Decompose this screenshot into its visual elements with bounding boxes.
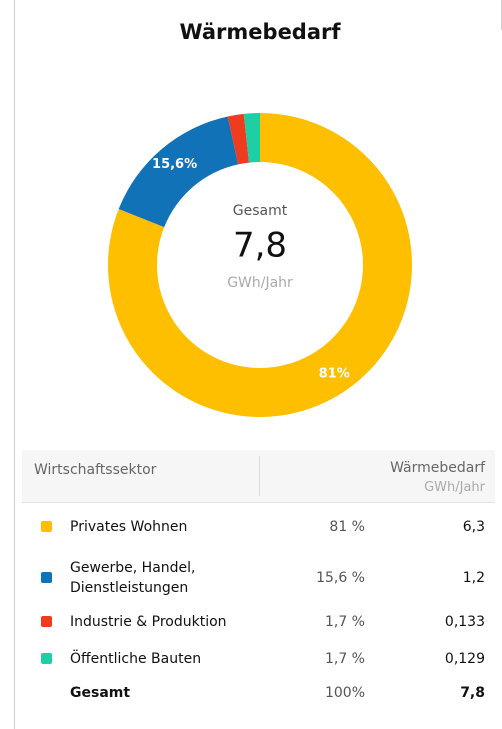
table-total: Gesamt 100% 7,8 [22,681,495,705]
sector-value: 0,129 [444,651,485,667]
sector-value: 0,133 [444,614,485,630]
center-value: 7,8 [233,226,287,266]
table-row: Privates Wohnen 81 % 6,3 [22,515,495,539]
sector-name: Privates Wohnen [70,519,188,535]
legend-swatch [41,616,52,627]
legend-swatch [41,572,52,583]
table-row: Öffentliche Bauten 1,7 % 0,129 [22,647,495,671]
sector-value: 6,3 [462,519,485,535]
sector-share: 81 % [329,519,365,535]
slice-label: 81% [319,367,350,382]
table-row: Gewerbe, Handel, Dienstleistungen 15,6 % 1… [22,556,495,600]
table-row: Industrie & Produktion 1,7 % 0,133 [22,610,495,634]
total-share: 100% [324,685,365,701]
header-demand: Wärmebedarf [390,460,485,476]
chart: Wärmebedarf Gesamt 7,8 GWh/Jahr 81% 15,6% [107,20,413,417]
sector-value: 1,2 [462,570,485,586]
donut-slice [227,113,250,165]
legend-swatch [41,521,52,532]
sector-name: Gewerbe, Handel, Dienstleistungen [70,560,196,596]
center-unit: GWh/Jahr [227,275,293,291]
donut-slice [243,113,260,163]
donut-slice [118,116,239,228]
sector-share: 15,6 % [316,570,365,586]
border [14,0,15,729]
center-label: Gesamt [233,203,288,219]
chart-title: Wärmebedarf [179,20,341,44]
total-name: Gesamt [70,685,131,701]
sector-share: 1,7 % [324,614,365,630]
separator [259,456,260,496]
slice-label: 15,6% [152,157,197,172]
sector-name: Industrie & Produktion [70,614,227,630]
legend-swatch [41,653,52,664]
header-sector: Wirtschaftssektor [34,462,157,478]
sector-name: Öffentliche Bauten [70,651,202,667]
header-unit: GWh/Jahr [424,480,485,495]
donut-slice [107,113,413,417]
table-header: Wirtschaftssektor Wärmebedarf GWh/Jahr [22,450,495,503]
sector-share: 1,7 % [324,651,365,667]
total-value: 7,8 [460,685,485,701]
